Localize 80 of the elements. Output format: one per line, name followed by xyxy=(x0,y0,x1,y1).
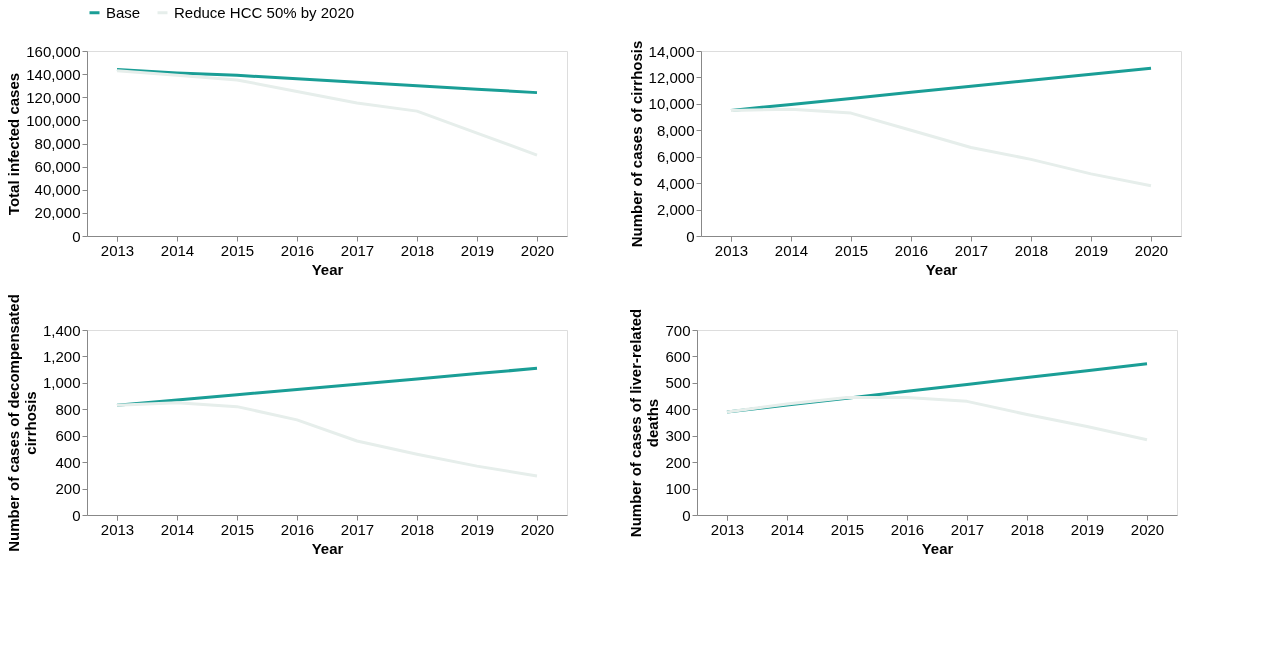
legend-label: Base xyxy=(106,3,141,21)
y-tick-label: 10,000 xyxy=(648,95,695,113)
y-tick-label: 80,000 xyxy=(34,135,81,152)
x-tick-label: 2019 xyxy=(460,241,495,259)
y-tick-label: 40,000 xyxy=(34,181,81,199)
y-tick-label: 120,000 xyxy=(26,88,81,106)
x-tick-label: 2017 xyxy=(954,241,989,259)
line-series xyxy=(115,69,539,157)
x-tick-label: 2015 xyxy=(830,520,865,538)
x-tick-label: 2018 xyxy=(1014,241,1049,259)
y-tick-label: 700 xyxy=(665,321,691,339)
y-tick-label: 14,000 xyxy=(648,42,695,60)
y-tick-label: 600 xyxy=(665,347,691,365)
y-tick-label: 0 xyxy=(682,506,691,524)
x-tick-label: 2017 xyxy=(950,520,985,538)
line-series xyxy=(729,107,1153,188)
y-axis-title: Total infected cases xyxy=(5,72,23,216)
y-tick-label: 2,000 xyxy=(656,201,695,219)
y-axis-title: Number of cases of cirrhosis xyxy=(627,40,645,248)
x-tick-label: 2014 xyxy=(774,241,809,259)
y-tick-label: 400 xyxy=(55,453,81,471)
y-tick-label: 200 xyxy=(55,480,81,498)
y-tick-label: 160,000 xyxy=(26,42,81,60)
y-tick-label: 100 xyxy=(665,480,691,498)
x-tick-label: 2015 xyxy=(220,520,255,538)
x-axis-title: Year xyxy=(925,260,958,278)
x-tick-label: 2017 xyxy=(340,520,375,538)
y-axis-title: Number of cases of liver-related deaths xyxy=(627,308,662,538)
line-series xyxy=(115,401,539,478)
y-tick-label: 400 xyxy=(665,400,691,418)
y-tick-label: 100,000 xyxy=(26,111,81,129)
x-tick-label: 2020 xyxy=(1130,520,1165,538)
x-tick-label: 2020 xyxy=(520,520,555,538)
x-tick-label: 2017 xyxy=(340,241,375,259)
x-tick-label: 2018 xyxy=(400,520,435,538)
y-tick-label: 1,200 xyxy=(42,347,81,365)
x-tick-label: 2016 xyxy=(890,520,925,538)
y-tick-label: 300 xyxy=(665,427,691,445)
y-axis-title: Number of cases of decompensated cirrhosis xyxy=(4,294,39,552)
x-tick-label: 2015 xyxy=(834,241,869,259)
x-tick-label: 2019 xyxy=(1074,241,1109,259)
y-tick-label: 60,000 xyxy=(34,158,81,176)
line-series xyxy=(115,68,539,95)
y-tick-label: 0 xyxy=(72,506,81,524)
x-tick-label: 2019 xyxy=(1070,520,1105,538)
y-tick-label: 0 xyxy=(686,227,695,245)
x-tick-label: 2014 xyxy=(160,520,195,538)
x-tick-label: 2013 xyxy=(714,241,749,259)
y-tick-label: 800 xyxy=(55,400,81,418)
x-axis-title: Year xyxy=(311,539,344,557)
x-tick-label: 2018 xyxy=(400,241,435,259)
x-tick-label: 2013 xyxy=(100,241,135,259)
x-tick-label: 2014 xyxy=(770,520,805,538)
x-tick-label: 2019 xyxy=(460,520,495,538)
y-tick-label: 1,000 xyxy=(42,374,81,392)
x-tick-label: 2014 xyxy=(160,241,195,259)
y-tick-label: 1,400 xyxy=(42,321,81,339)
x-tick-label: 2020 xyxy=(520,241,555,259)
y-tick-label: 12,000 xyxy=(648,68,695,86)
y-tick-label: 600 xyxy=(55,427,81,445)
y-tick-label: 4,000 xyxy=(656,174,695,192)
x-tick-label: 2016 xyxy=(280,520,315,538)
line-series xyxy=(725,395,1149,442)
x-tick-label: 2015 xyxy=(220,241,255,259)
x-tick-label: 2013 xyxy=(100,520,135,538)
y-tick-label: 140,000 xyxy=(26,65,81,83)
legend-label: Reduce HCC 50% by 2020 xyxy=(174,3,355,21)
y-tick-label: 0 xyxy=(72,227,81,245)
x-axis-title: Year xyxy=(921,539,954,557)
y-tick-label: 200 xyxy=(665,453,691,471)
y-tick-label: 6,000 xyxy=(656,148,695,166)
y-tick-label: 8,000 xyxy=(656,121,695,139)
x-tick-label: 2018 xyxy=(1010,520,1045,538)
x-tick-label: 2016 xyxy=(894,241,929,259)
x-axis-title: Year xyxy=(311,260,344,278)
x-tick-label: 2013 xyxy=(710,520,745,538)
x-tick-label: 2020 xyxy=(1134,241,1169,259)
x-tick-label: 2016 xyxy=(280,241,315,259)
y-tick-label: 20,000 xyxy=(34,204,81,222)
y-tick-label: 500 xyxy=(665,374,691,392)
